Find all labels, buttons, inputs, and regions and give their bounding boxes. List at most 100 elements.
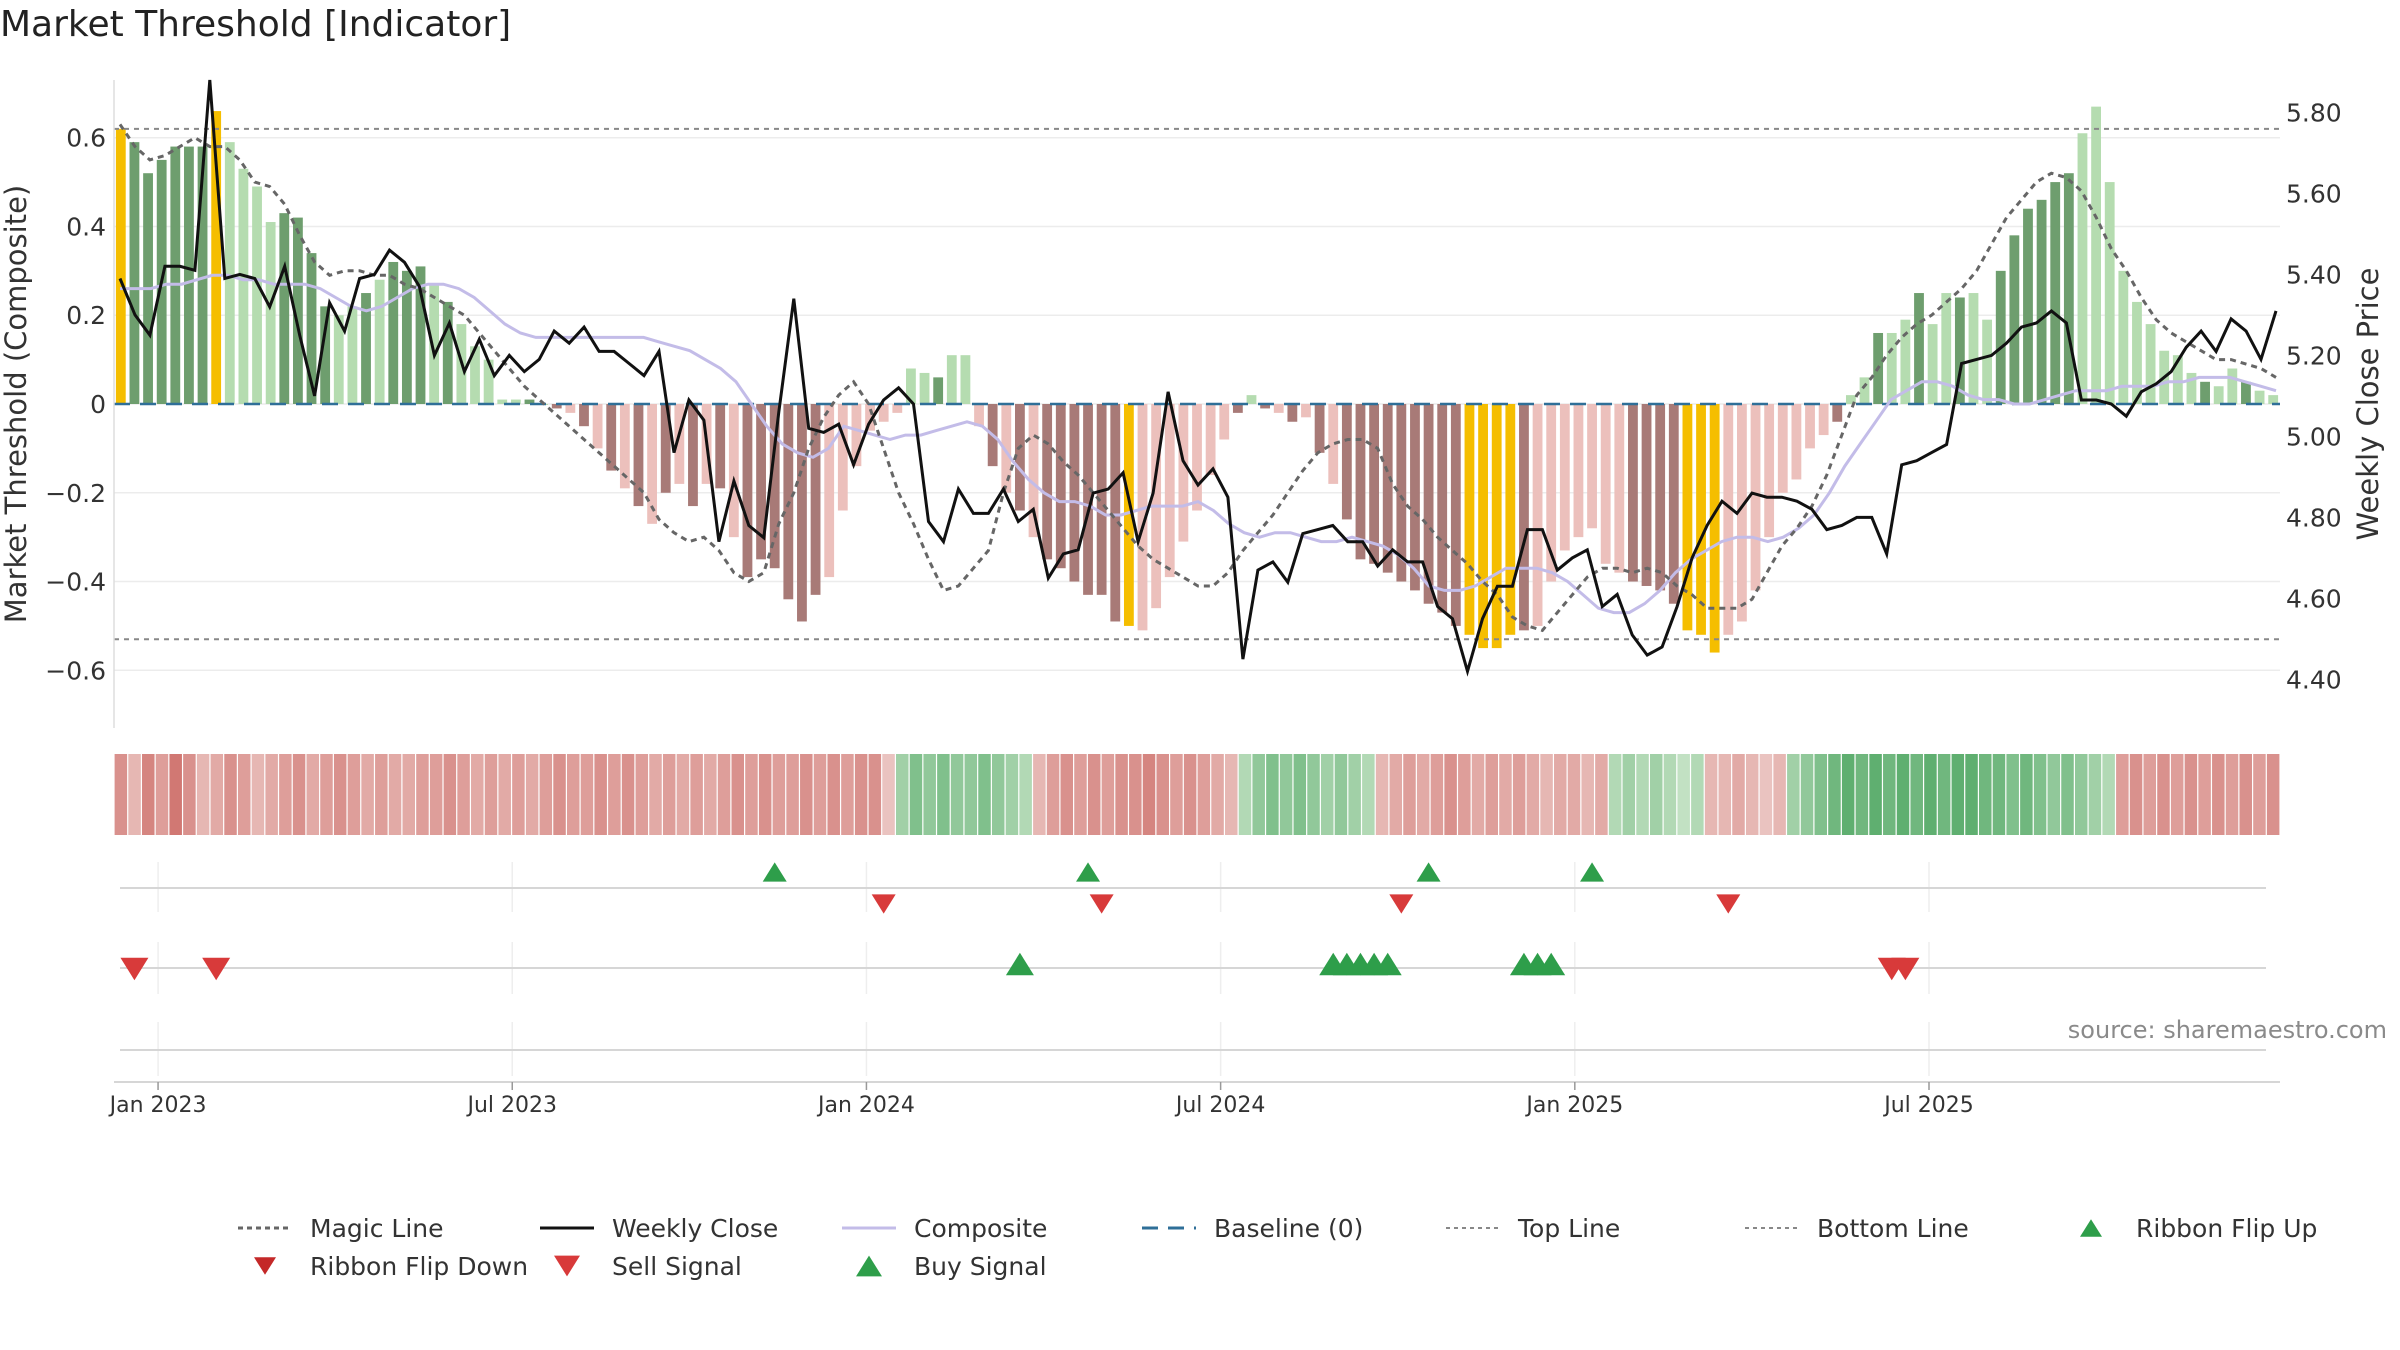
x-axis: Jan 2023 Jul 2023 Jan 2024 Jul 2024 Jan 2025… xyxy=(108,1081,2280,1118)
ribbon-cell xyxy=(1197,754,1211,835)
composite-bar xyxy=(1314,404,1325,453)
composite-bar xyxy=(1042,404,1053,560)
composite-bar xyxy=(2254,390,2265,404)
magic-line xyxy=(118,123,2277,633)
ribbon-cell xyxy=(2088,754,2102,835)
ribbon-cell xyxy=(1992,754,2006,835)
legend-label: Buy Signal xyxy=(914,1252,1047,1281)
composite-bar xyxy=(1600,404,1611,564)
composite-bar xyxy=(797,404,807,622)
ribbon-cell xyxy=(196,754,210,835)
ribbon-cell xyxy=(1238,754,1252,835)
ribbon-cell xyxy=(841,754,854,835)
composite-bar xyxy=(974,404,984,427)
ribbon-flip-down-marker xyxy=(120,957,149,981)
composite-bar xyxy=(1164,404,1175,578)
composite-bar xyxy=(265,222,276,404)
ribbon-cell xyxy=(1691,754,1704,835)
ribbon-cell xyxy=(2212,754,2225,835)
composite-bar xyxy=(2268,395,2279,404)
composite-bar xyxy=(619,404,630,489)
composite-bar xyxy=(688,404,698,507)
composite-bar xyxy=(1491,404,1502,649)
ribbon-cell xyxy=(1814,754,1828,835)
composite-bar xyxy=(293,217,303,404)
composite-bar xyxy=(1709,404,1720,653)
ribbon-cell xyxy=(1869,754,1882,835)
legend-label: Composite xyxy=(914,1214,1047,1243)
left-tick-label: 0.2 xyxy=(66,301,106,330)
ribbon-cell xyxy=(155,754,169,835)
composite-bar xyxy=(606,404,617,471)
legend-item-bottom: Bottom Line xyxy=(1745,1214,1969,1243)
composite-bar xyxy=(1205,404,1216,476)
ribbon-cell xyxy=(471,754,484,835)
ribbon-cell xyxy=(827,754,840,835)
composite-bar xyxy=(1301,404,1311,418)
composite-bar xyxy=(906,368,916,404)
composite-bar xyxy=(1083,404,1093,595)
ribbon-cell xyxy=(429,754,443,835)
ribbon-cell xyxy=(1375,754,1389,835)
composite-bar xyxy=(810,404,821,595)
composite-bar xyxy=(1764,404,1775,538)
composite-bars xyxy=(115,106,2279,653)
composite-bar xyxy=(1260,404,1271,409)
ribbon-cell xyxy=(854,754,868,835)
legend-label: Baseline (0) xyxy=(1214,1214,1363,1243)
composite-bar xyxy=(1587,404,1597,529)
ribbon-cell xyxy=(2116,754,2129,835)
ribbon-cell xyxy=(539,754,553,835)
ribbon-cell xyxy=(1019,754,1032,835)
source-label: source: sharemaestro.com xyxy=(2067,1016,2387,1044)
ribbon-cell xyxy=(1060,754,1074,835)
composite-bar xyxy=(565,404,576,413)
composite-bar xyxy=(1355,404,1366,560)
composite-bar xyxy=(2145,324,2156,404)
left-tick-label: −0.4 xyxy=(45,568,106,597)
ribbon-strip xyxy=(114,754,2280,835)
ribbon-cell xyxy=(1910,754,1923,835)
ribbon-flip-up-marker xyxy=(1005,952,1034,976)
composite-bar xyxy=(946,355,957,404)
composite-bar xyxy=(878,404,889,422)
ribbon-cell xyxy=(1965,754,1978,835)
ribbon-cell xyxy=(1252,754,1265,835)
chart-title: Market Threshold [Indicator] xyxy=(0,4,512,45)
ribbon-cell xyxy=(704,754,717,835)
composite-bar xyxy=(1995,270,2006,404)
ribbon-cell xyxy=(1526,754,1540,835)
ribbon-cell xyxy=(1074,754,1087,835)
composite-bar xyxy=(1668,404,1679,604)
composite-bar xyxy=(1805,404,1815,449)
ribbon-cell xyxy=(1663,754,1677,835)
ribbon-cell xyxy=(265,754,278,835)
ribbon-cell xyxy=(1087,754,1101,835)
ribbon-cell xyxy=(1554,754,1567,835)
ribbon-cell xyxy=(1937,754,1951,835)
ribbon-cell xyxy=(251,754,265,835)
composite-bar xyxy=(592,404,603,449)
composite-line xyxy=(120,273,2277,615)
composite-bar xyxy=(1178,404,1189,542)
composite-bar xyxy=(1273,404,1284,413)
composite-bar xyxy=(1682,404,1693,631)
ribbon-cell xyxy=(964,754,978,835)
composite-bar xyxy=(728,404,739,538)
composite-bar xyxy=(824,404,835,578)
right-tick-label: 4.60 xyxy=(2286,584,2342,613)
ribbon-cell xyxy=(1170,754,1183,835)
legend-item-composite: Composite xyxy=(842,1214,1047,1243)
ribbon-cell xyxy=(443,754,457,835)
right-axis-label: Weekly Close Price xyxy=(2351,268,2385,541)
ribbon-cell xyxy=(1540,754,1553,835)
ribbon-cell xyxy=(1896,754,1910,835)
ribbon-cell xyxy=(1841,754,1855,835)
legend-swatch xyxy=(2080,1219,2102,1237)
composite-bar xyxy=(2213,386,2224,404)
ribbon-cell xyxy=(786,754,799,835)
ribbon-cell xyxy=(1622,754,1636,835)
ribbon-cell xyxy=(1828,754,1841,835)
buy-signal-marker xyxy=(762,862,787,882)
ribbon-cell xyxy=(1266,754,1279,835)
